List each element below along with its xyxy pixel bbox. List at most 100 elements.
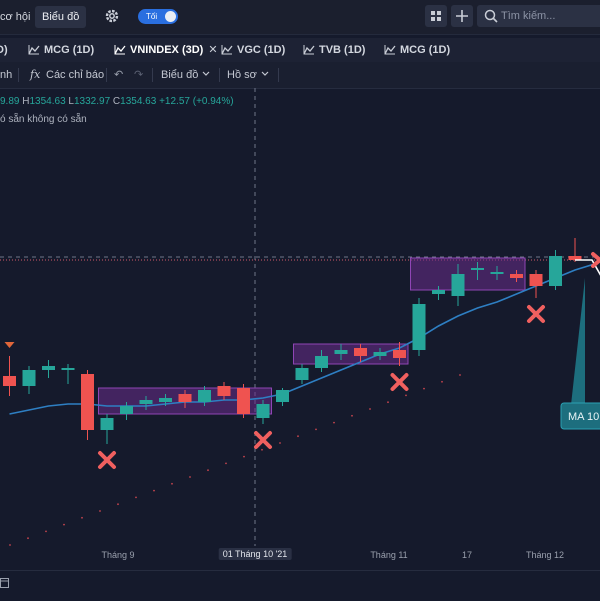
signal-x-marker (256, 433, 270, 447)
ohlc-low: 1332.97 (74, 96, 110, 107)
candle-body (335, 350, 348, 354)
search-icon (480, 5, 502, 27)
support-dot (243, 456, 245, 458)
support-dot (441, 381, 443, 383)
support-dot (261, 449, 263, 451)
candle-body (23, 370, 36, 386)
search-box[interactable]: Tìm kiếm... (477, 5, 600, 27)
toggle-knob (165, 11, 176, 22)
close-tab-icon[interactable]: ✕ (208, 44, 217, 56)
support-dot (63, 524, 65, 526)
nav-opportunities[interactable]: cơ hội (0, 0, 30, 34)
candle-body (218, 386, 231, 396)
ohlc-open: 9.89 (0, 96, 19, 107)
x-tick-label: Tháng 9 (101, 550, 134, 560)
support-dot (81, 517, 83, 519)
candle-chart-icon (114, 45, 126, 55)
separator (106, 68, 107, 82)
accumulation-zone (294, 344, 409, 364)
candle-body (530, 274, 543, 286)
candle-body (257, 404, 270, 418)
candle-body (549, 256, 562, 286)
chart-menu[interactable]: Biểu đồ (161, 62, 211, 88)
crosshair-date-label: 01 Tháng 10 '21 (219, 548, 292, 560)
grid-layout-button[interactable] (425, 5, 447, 27)
fx-icon: fx (30, 62, 40, 88)
ohlc-close: 1354.63 (120, 96, 156, 107)
support-dot (297, 435, 299, 437)
theme-toggle[interactable]: Tối (138, 9, 178, 24)
x-tick-label: Tháng 12 (526, 550, 564, 560)
candle-body (276, 390, 289, 402)
symbol-tabs: D) MCG (1D) VNINDEX (3D) ✕ VGC (1D) TVB (… (0, 38, 600, 63)
candle-body (432, 290, 445, 294)
search-input[interactable]: Tìm kiếm... (501, 5, 555, 27)
candle-body (179, 394, 192, 402)
tab-label: VNINDEX (3D) (130, 44, 203, 56)
candle-body (510, 274, 523, 278)
support-dot (369, 408, 371, 410)
support-dot (171, 483, 173, 485)
tab-symbol-4[interactable]: TVB (1D) (303, 38, 365, 62)
ohlc-change: +12.57 (+0.94%) (159, 96, 234, 107)
support-dot (351, 415, 353, 417)
top-bar: cơ hội Biểu đồ Tối Tìm kiếm... (0, 0, 600, 35)
chart-nav-button[interactable]: Biểu đồ (35, 6, 86, 28)
support-dot (459, 374, 461, 376)
price-chart[interactable]: MA 10 (0, 88, 600, 546)
undo-button[interactable]: ↶ (114, 62, 123, 88)
separator (18, 68, 19, 82)
candle-body (140, 400, 153, 404)
support-dot (135, 497, 137, 499)
support-dot (207, 469, 209, 471)
support-dot (45, 531, 47, 533)
candle-body (42, 366, 55, 370)
candle-body (237, 388, 250, 414)
calendar-icon[interactable] (0, 577, 10, 589)
candle-body (393, 350, 406, 358)
profile-menu[interactable]: Hồ sơ (227, 62, 270, 88)
candle-body (471, 268, 484, 270)
theme-toggle-label: Tối (146, 9, 157, 24)
chart-toolbar: nh fx Các chỉ báo ↶ ↷ Biểu đồ Hồ sơ (0, 62, 600, 89)
tab-symbol-2[interactable]: VNINDEX (3D) ✕ (114, 38, 218, 62)
x-tick-label: 17 (462, 550, 472, 560)
support-dot (189, 476, 191, 478)
candle-body (354, 348, 367, 356)
candle-body (452, 274, 465, 296)
signal-x-marker (100, 453, 114, 467)
chart-menu-label: Biểu đồ (161, 69, 198, 81)
candle-body (159, 398, 172, 402)
add-button[interactable] (451, 5, 473, 27)
redo-button[interactable]: ↷ (134, 62, 143, 88)
candle-body (81, 374, 94, 430)
support-dot (333, 422, 335, 424)
separator (278, 68, 279, 82)
peak-marker (5, 342, 15, 348)
support-dot (315, 429, 317, 431)
support-dot (153, 490, 155, 492)
support-dot (27, 537, 29, 539)
toolbar-item-cut[interactable]: nh (0, 62, 12, 88)
ohlc-legend: 9.89 H1354.63 L1332.97 C1354.63 +12.57 (… (0, 96, 234, 107)
candle-body (315, 356, 328, 368)
bottom-bar (0, 570, 600, 601)
tab-symbol-1[interactable]: MCG (1D) (28, 38, 94, 62)
callout-pointer (571, 278, 585, 405)
candle-body (198, 390, 211, 402)
gear-icon[interactable] (103, 7, 121, 25)
tab-symbol-5[interactable]: MCG (1D) (384, 38, 450, 62)
time-axis: Tháng 9 01 Tháng 10 '21 Tháng 11 17 Thán… (0, 546, 600, 566)
tab-label: TVB (1D) (319, 44, 365, 56)
tab-symbol-0[interactable]: D) (0, 38, 8, 62)
tab-symbol-3[interactable]: VGC (1D) (221, 38, 285, 62)
candle-body (62, 368, 75, 370)
support-dot (225, 463, 227, 465)
plus-icon (451, 5, 473, 27)
data-status: ó sẵn không có sẵn (0, 114, 87, 125)
separator (152, 68, 153, 82)
candle-chart-icon (303, 45, 315, 55)
candle-chart-icon (28, 45, 40, 55)
separator (219, 68, 220, 82)
indicators-button[interactable]: Các chỉ báo (46, 62, 104, 88)
